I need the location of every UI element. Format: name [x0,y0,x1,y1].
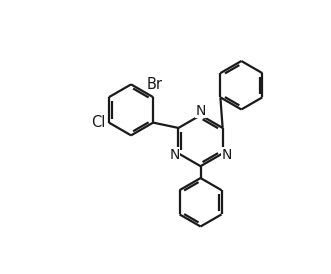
Text: N: N [221,148,232,162]
Text: Cl: Cl [91,115,105,130]
Text: N: N [196,104,206,118]
Text: N: N [169,148,180,162]
Text: Br: Br [146,78,162,93]
